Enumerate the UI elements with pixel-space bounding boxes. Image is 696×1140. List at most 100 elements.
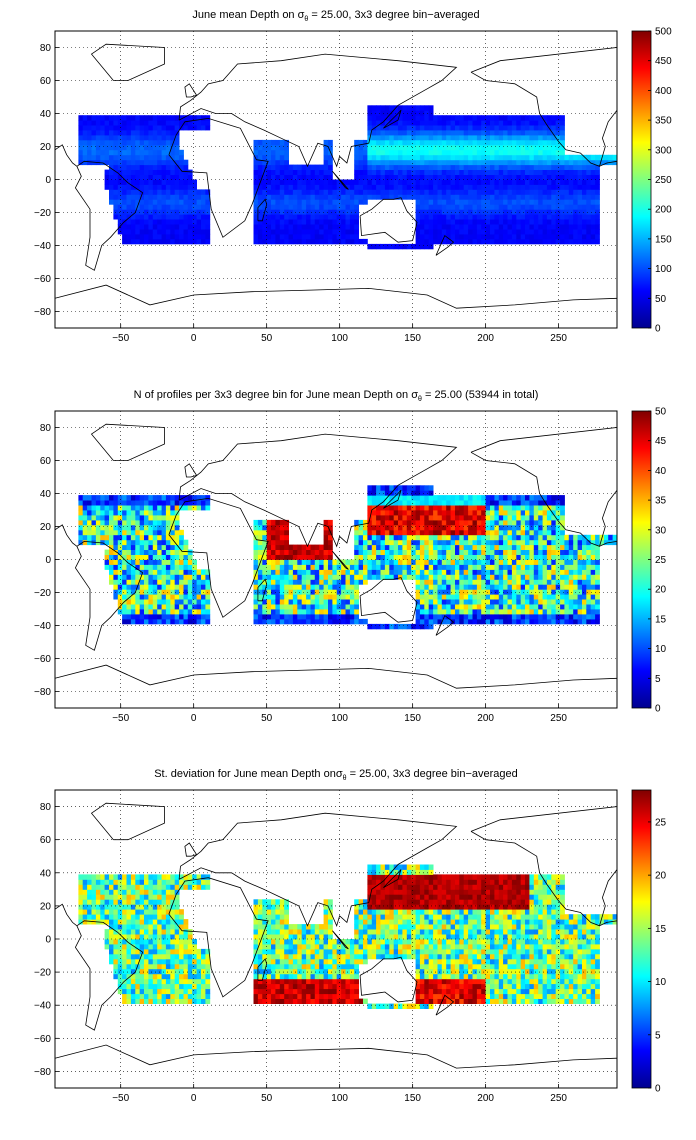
heatmap-cell xyxy=(371,524,377,531)
heatmap-cell xyxy=(310,174,316,180)
heatmap-cell xyxy=(485,134,491,141)
heatmap-cell xyxy=(205,604,211,610)
heatmap-cell xyxy=(402,490,408,496)
heatmap-cell xyxy=(284,584,289,590)
heatmap-cell xyxy=(82,139,88,146)
heatmap-cell xyxy=(161,125,167,131)
heatmap-cell xyxy=(516,604,522,610)
heatmap-cell xyxy=(472,134,478,141)
heatmap-cell xyxy=(371,549,377,555)
heatmap-cell xyxy=(192,224,197,230)
heatmap-cell xyxy=(341,584,346,590)
heatmap-cell xyxy=(328,199,333,205)
heatmap-cell xyxy=(538,599,543,605)
heatmap-cell xyxy=(542,519,548,526)
heatmap-cell xyxy=(367,524,373,531)
heatmap-cell xyxy=(139,614,145,620)
heatmap-cell xyxy=(205,584,211,590)
heatmap-cell xyxy=(135,500,141,506)
heatmap-cell xyxy=(586,189,592,195)
heatmap-cell xyxy=(525,169,530,175)
heatmap-cell xyxy=(139,149,145,156)
heatmap-cell xyxy=(367,130,373,136)
heatmap-cell xyxy=(586,594,592,600)
heatmap-cell xyxy=(253,154,259,161)
heatmap-cell xyxy=(314,579,320,585)
heatmap-cell xyxy=(349,189,355,195)
heatmap-cell xyxy=(503,554,508,560)
heatmap-cell xyxy=(428,579,434,585)
heatmap-cell xyxy=(546,604,552,610)
heatmap-cell xyxy=(117,958,123,965)
heatmap-cell xyxy=(292,219,298,225)
heatmap-cell xyxy=(130,134,136,141)
heatmap-cell xyxy=(476,229,482,235)
heatmap-cell xyxy=(551,594,557,600)
heatmap-cell xyxy=(144,564,149,570)
heatmap-cell xyxy=(100,515,106,521)
heatmap-cell xyxy=(511,515,517,521)
heatmap-cell xyxy=(192,209,197,215)
heatmap-cell xyxy=(446,564,451,570)
heatmap-cell xyxy=(446,524,451,531)
heatmap-cell xyxy=(288,574,294,580)
heatmap-cell xyxy=(314,199,320,205)
heatmap-cell xyxy=(551,130,557,136)
heatmap-cell xyxy=(393,115,399,121)
heatmap-cell xyxy=(455,569,460,575)
heatmap-cell xyxy=(450,130,456,136)
heatmap-cell xyxy=(568,544,574,550)
heatmap-cell xyxy=(573,204,578,210)
heatmap-cell xyxy=(582,544,587,550)
heatmap-cell xyxy=(503,125,508,131)
heatmap-cell xyxy=(310,599,316,605)
heatmap-cell xyxy=(490,139,495,146)
heatmap-cell xyxy=(507,154,513,161)
heatmap-cell xyxy=(520,184,526,190)
heatmap-cell xyxy=(148,184,154,190)
heatmap-cell xyxy=(433,214,438,220)
heatmap-cell xyxy=(459,564,465,570)
heatmap-cell xyxy=(564,584,570,590)
heatmap-cell xyxy=(130,524,136,531)
heatmap-cell xyxy=(201,199,206,205)
heatmap-cell xyxy=(328,214,333,220)
heatmap-cell xyxy=(455,500,460,506)
heatmap-cell xyxy=(419,490,425,496)
heatmap-cell xyxy=(144,139,149,146)
heatmap-cell xyxy=(323,164,329,170)
heatmap-cell xyxy=(608,534,613,541)
heatmap-cell xyxy=(393,524,399,531)
heatmap-cell xyxy=(533,144,539,151)
heatmap-cell xyxy=(406,179,412,185)
heatmap-cell xyxy=(384,120,390,126)
heatmap-cell xyxy=(345,224,351,230)
heatmap-cell xyxy=(433,115,438,121)
heatmap-cell xyxy=(542,515,548,521)
heatmap-cell xyxy=(113,510,119,516)
heatmap-cell xyxy=(507,495,513,501)
heatmap-cell xyxy=(577,589,583,595)
heatmap-cell xyxy=(104,909,110,915)
heatmap-cell xyxy=(590,599,596,605)
heatmap-cell xyxy=(551,174,557,180)
heatmap-cell xyxy=(450,519,456,526)
heatmap-cell xyxy=(459,169,465,175)
heatmap-cell xyxy=(174,589,180,595)
heatmap-cell xyxy=(187,579,193,585)
heatmap-cell xyxy=(78,894,84,900)
heatmap-cell xyxy=(201,579,206,585)
heatmap-cell xyxy=(419,130,425,136)
heatmap-cell xyxy=(472,214,478,220)
heatmap-cell xyxy=(279,529,285,536)
heatmap-cell xyxy=(590,199,596,205)
heatmap-cell xyxy=(490,534,495,541)
heatmap-cell xyxy=(560,189,565,195)
heatmap-cell xyxy=(122,524,127,531)
heatmap-cell xyxy=(82,144,88,151)
heatmap-cell xyxy=(433,529,438,536)
heatmap-cell xyxy=(380,134,386,141)
heatmap-cell xyxy=(595,179,600,185)
heatmap-cell xyxy=(380,519,386,526)
y-tick-label: −20 xyxy=(34,588,51,599)
